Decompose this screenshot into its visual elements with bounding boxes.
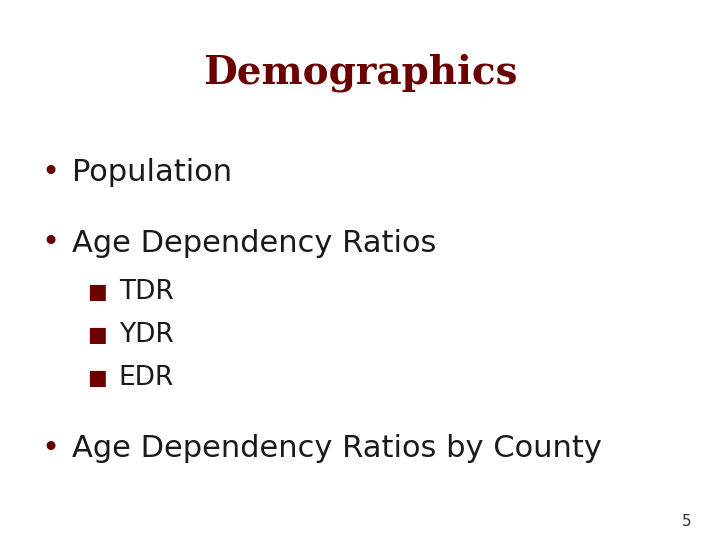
Text: YDR: YDR [119,322,174,348]
Text: ■: ■ [87,325,107,345]
Text: Age Dependency Ratios by County: Age Dependency Ratios by County [72,434,602,463]
Text: Population: Population [72,158,232,187]
Text: 5: 5 [682,514,691,529]
Text: Demographics: Demographics [203,54,517,92]
Text: •: • [41,434,60,463]
Text: •: • [41,158,60,187]
Text: ■: ■ [87,368,107,388]
Text: •: • [41,228,60,258]
Text: EDR: EDR [119,365,174,391]
Text: ■: ■ [87,281,107,302]
Text: TDR: TDR [119,279,174,305]
Text: Age Dependency Ratios: Age Dependency Ratios [72,228,436,258]
